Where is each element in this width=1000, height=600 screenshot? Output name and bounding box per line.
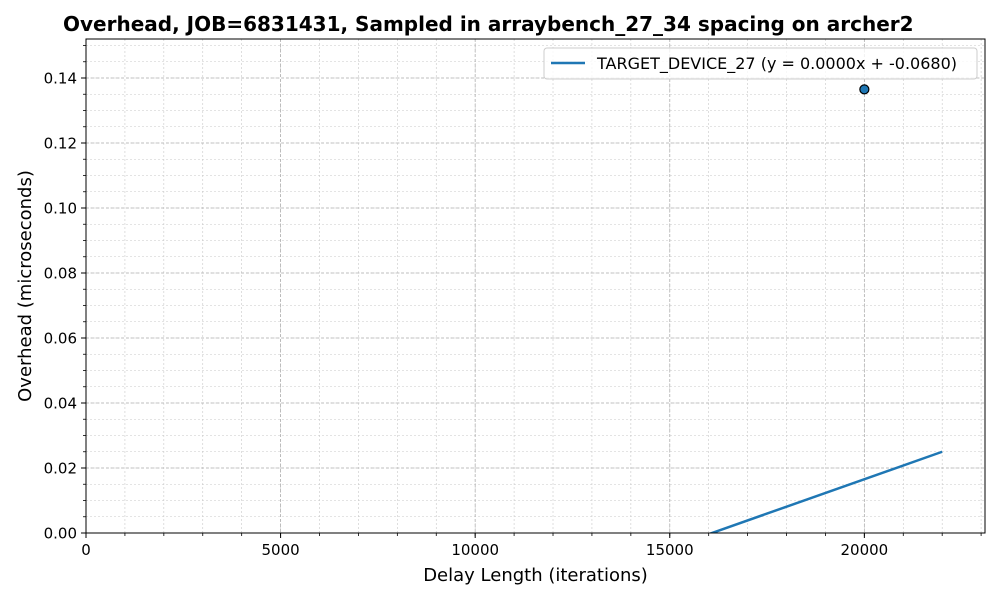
y-tick-label: 0.12 xyxy=(44,135,77,153)
tick-labels: 0 5000 10000 15000 20000 0.00 0.02 0.04 0.06 0.08… xyxy=(44,70,889,560)
y-tick-label: 0.06 xyxy=(44,330,77,348)
chart-title: Overhead, JOB=6831431, Sampled in arrayb… xyxy=(63,12,914,36)
legend-entry-label: TARGET_DEVICE_27 (y = 0.0000x + -0.0680) xyxy=(596,54,957,74)
plot-frame xyxy=(85,38,986,534)
y-tick-label: 0.14 xyxy=(44,70,77,88)
axis-ticks xyxy=(81,45,982,538)
x-tick-label: 0 xyxy=(81,541,91,559)
y-axis-label: Overhead (microseconds) xyxy=(15,170,36,402)
x-tick-label: 20000 xyxy=(840,541,888,559)
series-layer xyxy=(708,84,943,533)
y-tick-label: 0.00 xyxy=(44,525,77,543)
y-tick-label: 0.04 xyxy=(44,395,77,413)
plot-background xyxy=(86,39,985,533)
y-tick-label: 0.08 xyxy=(44,265,77,283)
legend-box xyxy=(543,47,978,80)
y-tick-label: 0.10 xyxy=(44,200,77,218)
x-tick-label: 15000 xyxy=(646,541,694,559)
y-tick-label: 0.02 xyxy=(44,460,77,478)
data-point xyxy=(859,84,870,95)
x-tick-label: 10000 xyxy=(451,541,499,559)
x-axis-label: Delay Length (iterations) xyxy=(423,565,648,586)
fit-line xyxy=(708,450,943,533)
legend: TARGET_DEVICE_27 (y = 0.0000x + -0.0680) xyxy=(543,47,978,80)
x-tick-label: 5000 xyxy=(261,541,299,559)
